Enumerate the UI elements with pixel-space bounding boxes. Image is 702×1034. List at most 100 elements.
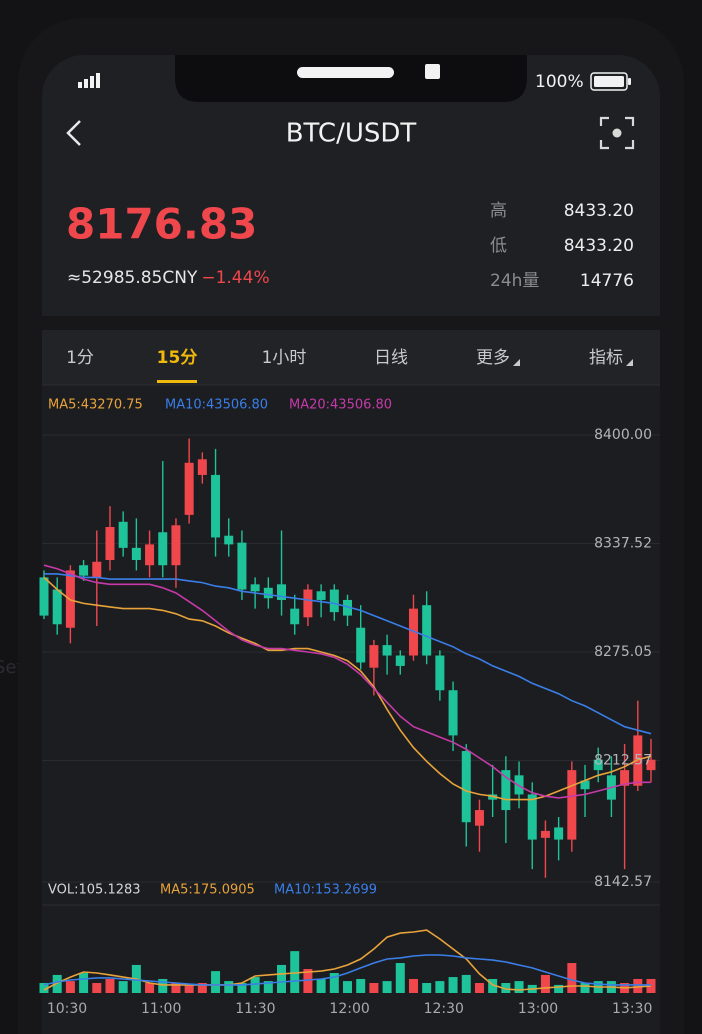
divider	[42, 316, 660, 330]
candle-body	[52, 589, 62, 625]
cny-price: ≈52985.85CNY	[67, 268, 198, 288]
volume-bar	[448, 977, 458, 993]
dropdown-arrow	[626, 359, 633, 366]
volume-bar	[250, 977, 260, 993]
volume-bar	[92, 983, 102, 993]
y-tick-label: 8142.57	[594, 874, 652, 890]
candle-body	[646, 759, 656, 771]
stat-label: 低	[490, 236, 507, 256]
candle-body	[237, 542, 247, 590]
legend-entry: MA5:43270.75	[48, 398, 143, 413]
volume-bar	[118, 981, 128, 993]
legend-entry: MA10:43506.80	[165, 398, 268, 413]
candle-body	[382, 645, 392, 656]
volume-bar	[290, 951, 300, 993]
back-button[interactable]	[66, 120, 81, 146]
x-tick-label: 13:30	[612, 1001, 652, 1017]
candle-body	[118, 521, 128, 548]
volume-bar	[488, 978, 498, 993]
candle-body	[197, 459, 207, 475]
candle-body	[540, 830, 550, 838]
candle-body	[343, 599, 352, 616]
stat-label: 24h量	[490, 271, 539, 291]
candle-body	[211, 474, 221, 538]
volume-bar	[158, 978, 168, 993]
candle-body	[554, 827, 564, 840]
volume-bar	[105, 978, 115, 993]
tab[interactable]: 日线	[374, 348, 408, 368]
candle-body	[92, 561, 102, 578]
volume-bar	[197, 983, 207, 993]
candle-body	[250, 584, 260, 592]
volume-ma-line	[43, 929, 652, 991]
stat-value: 14776	[580, 271, 634, 291]
candle-body	[131, 547, 141, 561]
x-tick-label: 13:00	[518, 1001, 558, 1017]
volume-bar	[567, 963, 577, 993]
volume-bar	[237, 983, 247, 993]
tabs: 1分 15分 1小时 日线 更多 指标	[66, 348, 633, 383]
chart-area	[42, 385, 660, 1034]
candle-body	[39, 577, 49, 616]
speaker	[297, 67, 394, 78]
candle-body	[145, 544, 155, 566]
volume-bar	[382, 981, 392, 993]
volume-bar	[39, 983, 49, 993]
tab[interactable]: 15分	[157, 348, 198, 368]
volume-bar	[356, 978, 366, 993]
volume-bar	[224, 981, 234, 993]
candle-body	[501, 770, 511, 811]
charts: 8400.00 8337.52 8275.05 8212.57 8142.57 MA5:4…	[39, 398, 660, 1017]
y-tick-label: 8212.57	[594, 752, 652, 768]
volume-bar	[580, 983, 590, 993]
volume-bar	[540, 974, 550, 993]
x-tick-label: 12:30	[424, 1001, 464, 1017]
candle-body	[580, 780, 590, 790]
legend-entry: MA20:43506.80	[289, 398, 392, 413]
x-tick-label: 12:00	[329, 1001, 369, 1017]
y-tick-label: 8400.00	[594, 427, 652, 443]
x-tick-label: 11:30	[235, 1001, 275, 1017]
tab[interactable]: 1小时	[262, 348, 307, 368]
candle-body	[290, 608, 300, 625]
candle-body	[171, 525, 181, 566]
volume-bar	[646, 978, 656, 993]
candle-body	[356, 627, 366, 663]
dropdown-arrow	[513, 359, 520, 366]
x-tick-label: 10:30	[47, 1001, 87, 1017]
volume-bar	[408, 978, 418, 993]
page-title: BTC/USDT	[286, 119, 417, 149]
candle-body	[395, 655, 405, 666]
battery-text: 100%	[535, 72, 584, 92]
candle-body	[224, 535, 234, 545]
tab[interactable]: 更多	[476, 348, 510, 368]
stat-value: 8433.20	[564, 201, 634, 221]
candle-body	[329, 589, 339, 613]
candle-body	[488, 794, 498, 800]
volume-bar	[343, 981, 352, 993]
tab-bar	[42, 330, 660, 385]
candle-body	[527, 794, 537, 840]
candle-body	[567, 770, 577, 840]
candle-body	[303, 589, 313, 618]
candle-body	[422, 605, 432, 656]
stats: 高 8433.20 低 8433.20 24h量 14776	[490, 201, 634, 291]
tab[interactable]: 指标	[589, 348, 623, 368]
legend-entry: VOL:105.1283	[48, 883, 141, 898]
candle-body	[593, 759, 603, 771]
candle-body	[620, 770, 630, 786]
volume-bar	[395, 963, 405, 993]
scan-button[interactable]	[599, 116, 635, 150]
volume-bar	[422, 983, 432, 993]
battery-icon	[590, 72, 631, 91]
tab[interactable]: 1分	[66, 348, 94, 368]
volume-bar	[316, 978, 326, 993]
volume-bar	[171, 983, 181, 993]
volume-bar	[65, 981, 75, 993]
candle-body	[448, 690, 458, 736]
volume-bar	[514, 981, 524, 993]
candle-body	[435, 655, 445, 691]
volume-bar	[329, 973, 339, 993]
candle-body	[277, 584, 287, 600]
